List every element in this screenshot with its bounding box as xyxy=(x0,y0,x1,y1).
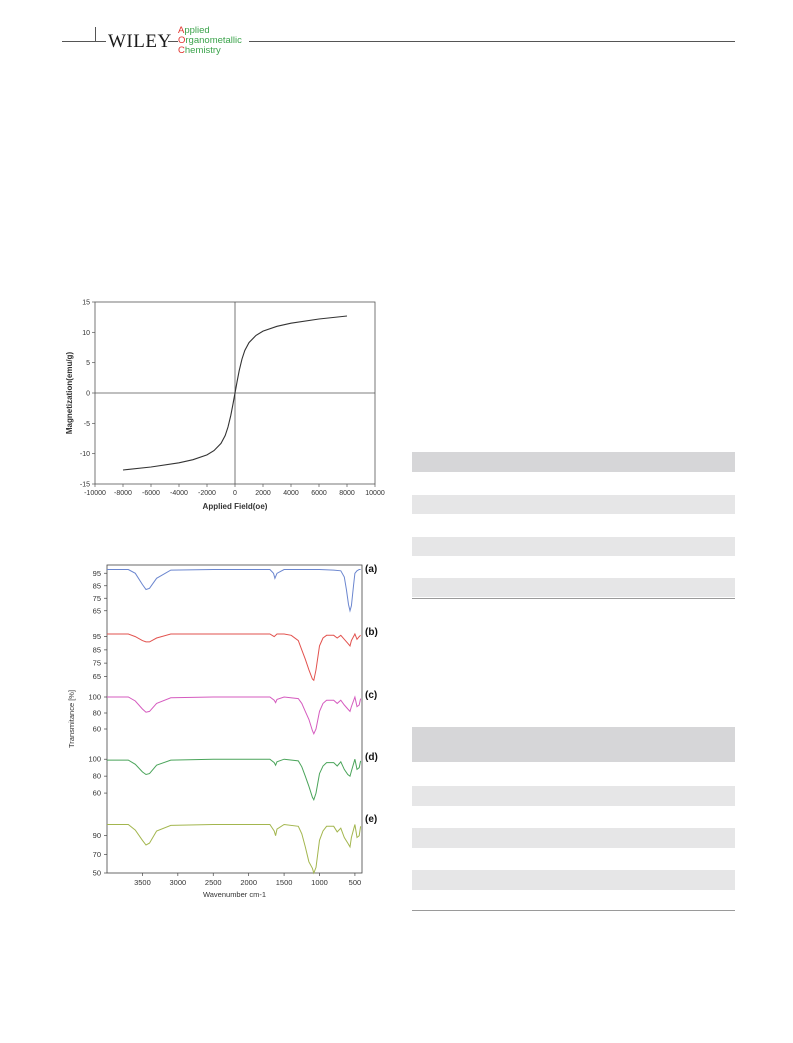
x-tick-label: 10000 xyxy=(365,490,385,497)
panel-label: (a) xyxy=(365,564,377,575)
x-tick-label: 500 xyxy=(349,878,362,887)
panel-label: (e) xyxy=(365,814,377,825)
y-tick-label: 75 xyxy=(93,594,101,603)
table-2-header-row xyxy=(412,727,735,762)
publisher-logo: WILEY xyxy=(108,31,172,52)
y-tick-label: 85 xyxy=(93,581,101,590)
y-tick-label: 85 xyxy=(93,645,101,654)
panel-label: (c) xyxy=(365,690,377,701)
x-tick-label: -6000 xyxy=(142,490,160,497)
x-tick-label: -4000 xyxy=(170,490,188,497)
y-tick-label: 65 xyxy=(93,606,101,615)
x-tick-label: -8000 xyxy=(114,490,132,497)
table-1-row xyxy=(412,537,735,556)
y-tick-label: 10 xyxy=(82,330,90,337)
y-tick-label: 95 xyxy=(93,569,101,578)
y-axis-label: Transmitance [%] xyxy=(67,690,76,748)
x-tick-label: 1000 xyxy=(311,878,328,887)
x-tick-label: 2500 xyxy=(205,878,222,887)
x-axis-label: Wavenumber cm-1 xyxy=(203,890,266,899)
y-tick-label: -10 xyxy=(80,451,90,458)
magnetization-chart: -10000 -8000 -6000 -4000 -2000 0 2000 4000 6000 8… xyxy=(65,300,385,512)
x-axis-label: Applied Field(oe) xyxy=(203,502,268,511)
y-tick-label: 80 xyxy=(93,709,101,718)
y-tick-label: 60 xyxy=(93,789,101,798)
magnetization-curve xyxy=(122,315,348,471)
ftir-chart: 95 85 75 65 (a) 95 85 75 65 (b) 100 80 60 (c) 100 80 60 (… xyxy=(67,564,378,899)
journal-name: Applied Organometallic Chemistry xyxy=(178,25,242,56)
y-axis-label: Magnetization(emu/g) xyxy=(65,352,74,435)
spectrum-line xyxy=(107,758,362,802)
table-1-header-row xyxy=(412,452,735,472)
header-rule-right xyxy=(249,41,735,42)
y-tick-label: 5 xyxy=(86,360,90,367)
x-tick-label: -10000 xyxy=(84,490,106,497)
y-tick-label: 15 xyxy=(82,300,90,307)
y-tick-label: 70 xyxy=(93,850,101,859)
table-2-row xyxy=(412,786,735,806)
spectrum-line xyxy=(107,632,361,682)
y-tick-label: 75 xyxy=(93,659,101,668)
plot-frame xyxy=(106,564,363,874)
spectrum-line xyxy=(107,569,361,613)
header-rule-left xyxy=(62,41,106,42)
x-tick-label: 2000 xyxy=(240,878,257,887)
table-2-row xyxy=(412,828,735,848)
y-tick-label: 60 xyxy=(93,725,101,734)
x-tick-label: 6000 xyxy=(311,490,327,497)
spectrum-line xyxy=(107,695,362,736)
x-tick-label: 4000 xyxy=(283,490,299,497)
y-tick-label: 80 xyxy=(93,772,101,781)
table-2-row xyxy=(412,870,735,890)
y-tick-label: 100 xyxy=(88,693,101,702)
table-2-bottom-rule xyxy=(412,910,735,911)
x-tick-label: 0 xyxy=(233,490,237,497)
panel-label: (b) xyxy=(365,627,378,638)
table-1-row xyxy=(412,578,735,597)
y-tick-label: 65 xyxy=(93,672,101,681)
y-tick-label: 95 xyxy=(93,632,101,641)
y-tick-label: 50 xyxy=(93,869,101,878)
panel-label: (d) xyxy=(365,752,378,763)
y-tick-label: 0 xyxy=(86,391,90,398)
header-tick-mark xyxy=(95,27,96,42)
x-tick-label: 1500 xyxy=(276,878,293,887)
y-tick-label: 90 xyxy=(93,831,101,840)
y-tick-label: 100 xyxy=(88,755,101,764)
x-tick-label: 2000 xyxy=(255,490,271,497)
table-1-row xyxy=(412,495,735,514)
x-tick-label: 3000 xyxy=(169,878,186,887)
x-tick-label: 8000 xyxy=(339,490,355,497)
spectrum-line xyxy=(107,823,362,875)
table-1-bottom-rule xyxy=(412,598,735,599)
x-tick-label: 3500 xyxy=(134,878,151,887)
y-tick-label: -5 xyxy=(84,421,90,428)
page-header: WILEY Applied Organometallic Chemistry xyxy=(0,0,793,60)
header-rule-mid xyxy=(168,41,178,42)
x-tick-label: -2000 xyxy=(198,490,216,497)
y-tick-label: -15 xyxy=(80,482,90,489)
